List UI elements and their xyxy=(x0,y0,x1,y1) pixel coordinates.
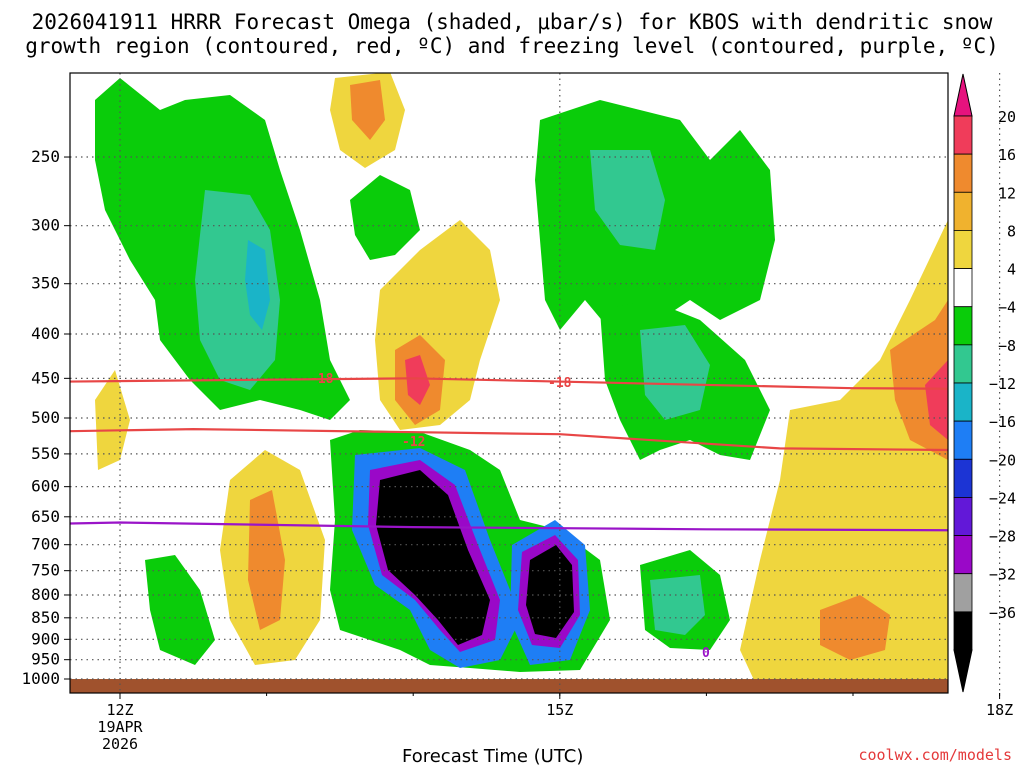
colorbar-arrow-bottom xyxy=(953,649,973,693)
colorbar-swatch-12 xyxy=(953,573,973,613)
x-tick-label-18Z: 18Z xyxy=(986,701,1013,719)
colorbar-label-13: −36 xyxy=(989,604,1016,622)
omega-region-green-upper-middle xyxy=(350,175,420,260)
y-tick-label-800: 800 xyxy=(31,585,60,604)
y-tick-label-700: 700 xyxy=(31,535,60,554)
colorbar-swatch-2 xyxy=(953,191,973,231)
x-tick-sublabel-19APR: 19APR xyxy=(97,718,143,736)
plot-frame xyxy=(69,72,949,694)
colorbar-label-2: 12 xyxy=(998,184,1016,202)
omega-region-black-core-right xyxy=(526,545,574,638)
colorbar-label-4: 4 xyxy=(1007,261,1016,279)
colorbar-swatch-9 xyxy=(953,458,973,498)
colorbar-swatch-13 xyxy=(953,611,973,651)
y-tick-label-750: 750 xyxy=(31,561,60,580)
y-tick-label-650: 650 xyxy=(31,507,60,526)
omega-region-yellow-left-edge xyxy=(95,370,130,470)
x-axis-title: Forecast Time (UTC) xyxy=(402,746,584,767)
y-tick-label-400: 400 xyxy=(31,324,60,343)
omega-region-teal-right xyxy=(590,150,665,250)
colorbar-label-0: 20 xyxy=(998,108,1016,126)
x-tick-sublabel-2026: 2026 xyxy=(102,735,138,753)
y-tick-label-350: 350 xyxy=(31,274,60,293)
colorbar-label-7: −12 xyxy=(989,375,1016,393)
colorbar-label-8: −16 xyxy=(989,413,1016,431)
colorbar-swatch-11 xyxy=(953,535,973,575)
contour-label-dendritic-18-b: -18 xyxy=(548,376,572,391)
contour-line-dendritic-12c xyxy=(70,427,948,452)
colorbar-swatch-5 xyxy=(953,306,973,346)
colorbar-swatch-10 xyxy=(953,497,973,536)
colorbar-label-6: −8 xyxy=(998,337,1016,355)
colorbar-label-11: −28 xyxy=(989,528,1016,546)
contour-label-dendritic-18-a: -18 xyxy=(310,372,334,387)
colorbar-swatch-1 xyxy=(953,153,973,193)
colorbar-label-9: −20 xyxy=(989,451,1016,469)
omega-region-teal-mid xyxy=(640,325,710,420)
omega-region-yellow-right xyxy=(740,220,948,693)
colorbar-label-10: −24 xyxy=(989,489,1016,507)
contour-line-freezing-level-0c xyxy=(70,521,948,532)
y-tick-label-850: 850 xyxy=(31,608,60,627)
y-tick-label-450: 450 xyxy=(31,368,60,387)
omega-region-red-center xyxy=(405,355,430,405)
omega-region-teal-lower xyxy=(650,575,705,635)
omega-shaded-field xyxy=(70,73,948,693)
omega-region-cyan-left xyxy=(245,240,270,330)
colorbar-swatch-4 xyxy=(953,268,973,308)
y-axis: 250 300 350 400 450 500 550 600 650 700 750 800 850 9… xyxy=(21,147,70,688)
colorbar-arrow-top xyxy=(953,73,973,117)
colorbar-swatch-0 xyxy=(953,115,973,155)
chart-title-line1: 2026041911 HRRR Forecast Omega (shaded, … xyxy=(31,10,993,34)
contour-label-freezing-0: 0 xyxy=(702,646,710,661)
x-tick-label-15Z: 15Z xyxy=(546,701,573,719)
y-tick-label-950: 950 xyxy=(31,650,60,669)
colorbar: 20 16 12 8 4 −4 −8 −12 −16 −20 −24 −28 −32 −36 xyxy=(953,73,1016,693)
y-tick-label-1000: 1000 xyxy=(21,669,60,688)
y-tick-label-900: 900 xyxy=(31,629,60,648)
credit-link[interactable]: coolwx.com/models xyxy=(858,746,1012,764)
y-tick-label-300: 300 xyxy=(31,216,60,235)
y-tick-label-600: 600 xyxy=(31,477,60,496)
omega-region-green-lower-left xyxy=(145,555,215,665)
y-tick-label-550: 550 xyxy=(31,444,60,463)
colorbar-swatch-8 xyxy=(953,420,973,460)
omega-region-orange-lower-right xyxy=(820,595,890,660)
colorbar-swatch-6 xyxy=(953,344,973,384)
contour-label-dendritic-12: -12 xyxy=(402,435,425,450)
colorbar-label-5: −4 xyxy=(998,299,1016,317)
colorbar-label-3: 8 xyxy=(1007,222,1016,240)
contour-line-dendritic-18c xyxy=(70,377,948,390)
y-tick-label-250: 250 xyxy=(31,147,60,166)
x-tick-label-12Z: 12Z xyxy=(106,701,133,719)
omega-region-red-right xyxy=(925,360,948,440)
contour-lines xyxy=(70,377,948,532)
chart-title-line2: growth region (contoured, red, ºC) and f… xyxy=(25,34,999,58)
colorbar-label-12: −32 xyxy=(989,566,1016,584)
omega-region-black-core xyxy=(376,470,490,645)
below-ground-band xyxy=(70,679,948,693)
colorbar-label-1: 16 xyxy=(998,146,1016,164)
y-tick-label-500: 500 xyxy=(31,408,60,427)
omega-region-orange-top xyxy=(350,80,385,140)
colorbar-swatch-3 xyxy=(953,230,973,269)
x-axis: 12Z19APR202615Z18Z21Z00Z20APR03Z xyxy=(97,693,1013,753)
omega-region-teal-left xyxy=(195,190,280,390)
grid-lines xyxy=(70,73,1001,693)
colorbar-swatch-7 xyxy=(953,382,973,422)
